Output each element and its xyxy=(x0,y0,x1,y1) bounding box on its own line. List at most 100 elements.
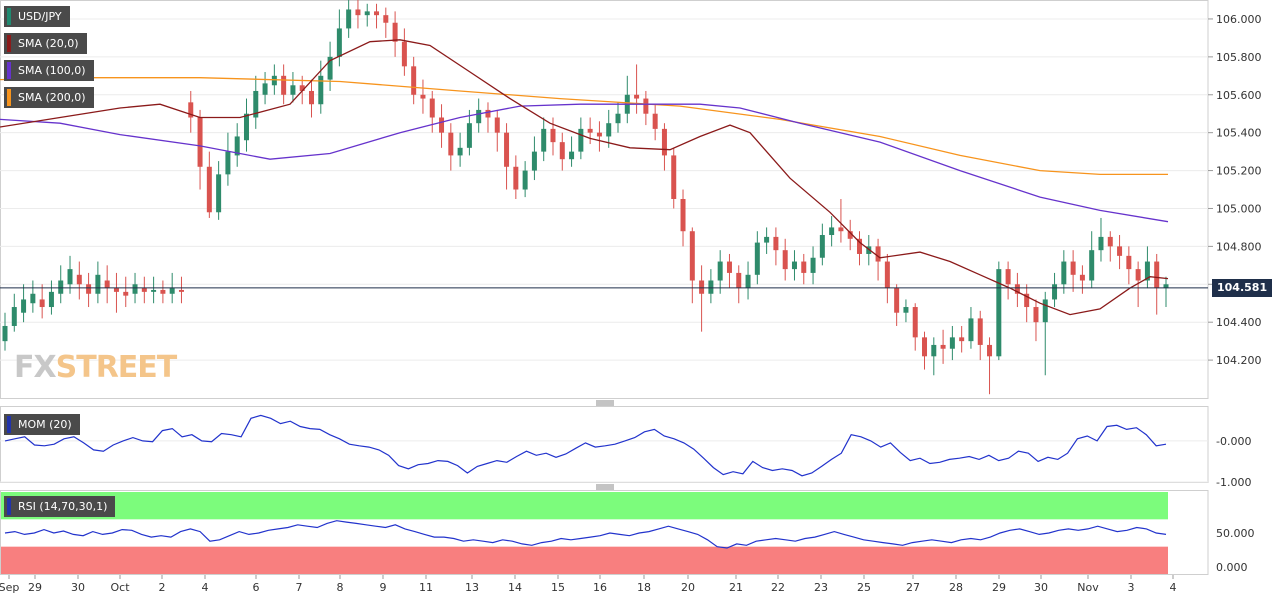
legend-sma200[interactable]: SMA (200,0) xyxy=(4,87,94,108)
candle-body-79 xyxy=(736,272,742,289)
y-tick-label-5: 105.000 xyxy=(1216,202,1262,215)
candle-body-11 xyxy=(104,280,110,289)
candle-body-75 xyxy=(699,280,705,294)
candle-body-65 xyxy=(606,123,612,137)
y-tick-label-9: 104.200 xyxy=(1216,354,1262,367)
candle-body-110 xyxy=(1024,293,1030,308)
candle-body-5 xyxy=(48,291,54,308)
x-tick-label-1: 29 xyxy=(28,581,42,594)
candle-body-98 xyxy=(912,307,918,338)
candle-body-73 xyxy=(680,199,686,232)
candle-body-66 xyxy=(615,113,621,124)
candle-body-115 xyxy=(1070,261,1076,275)
candle-body-30 xyxy=(281,75,287,95)
candle-body-121 xyxy=(1126,255,1132,270)
candle-body-60 xyxy=(559,142,565,160)
candle-body-15 xyxy=(141,288,147,292)
x-tick-label-26: 3 xyxy=(1128,581,1135,594)
candle-body-123 xyxy=(1144,261,1150,281)
candle-body-58 xyxy=(541,128,547,152)
candle-body-120 xyxy=(1117,246,1123,256)
legend-sma100[interactable]: SMA (100,0) xyxy=(4,60,94,81)
legend-sma100-label: SMA (100,0) xyxy=(18,64,86,77)
candle-body-80 xyxy=(745,274,751,289)
candle-body-3 xyxy=(30,293,36,304)
candle-body-50 xyxy=(466,123,472,148)
candle-body-76 xyxy=(708,280,714,294)
rsi-line xyxy=(4,520,1167,549)
legend-sma20[interactable]: SMA (20,0) xyxy=(4,33,87,54)
candle-body-14 xyxy=(132,284,138,294)
candle-body-114 xyxy=(1061,261,1067,285)
candle-body-59 xyxy=(550,128,556,143)
candle-body-8 xyxy=(76,274,82,285)
x-tick-label-21: 27 xyxy=(906,581,920,594)
candle-body-109 xyxy=(1014,284,1020,294)
candle-body-71 xyxy=(661,128,667,156)
candle-body-101 xyxy=(940,344,946,349)
x-tick-label-11: 13 xyxy=(465,581,479,594)
watermark-street: STREET xyxy=(55,350,178,385)
candle-body-119 xyxy=(1107,236,1113,247)
x-tick-label-8: 8 xyxy=(337,581,344,594)
candle-body-102 xyxy=(949,337,955,349)
legend-mom[interactable]: MOM (20) xyxy=(4,414,80,435)
candle-body-48 xyxy=(448,132,454,156)
candle-body-0 xyxy=(2,325,8,342)
candle-body-108 xyxy=(1005,269,1011,285)
legend-symbol[interactable]: USD/JPY xyxy=(4,6,70,27)
candle-body-16 xyxy=(151,289,157,292)
candle-body-122 xyxy=(1135,269,1141,281)
rsi-tick-label-1: 0.000 xyxy=(1216,561,1248,574)
rsi-oversold-zone xyxy=(1,546,1168,574)
candle-body-45 xyxy=(420,94,426,99)
legend-sma20-label: SMA (20,0) xyxy=(18,37,79,50)
rsi-overbought-zone xyxy=(1,492,1168,520)
candle-body-105 xyxy=(977,318,983,345)
y-tick-label-1: 105.800 xyxy=(1216,51,1262,64)
candle-body-117 xyxy=(1089,250,1095,281)
candle-body-78 xyxy=(726,261,732,273)
candle-body-51 xyxy=(476,109,482,124)
x-tick-label-6: 6 xyxy=(253,581,260,594)
legend-sma100-swatch xyxy=(7,62,11,79)
candle-body-62 xyxy=(578,128,584,152)
candle-body-82 xyxy=(764,236,770,243)
candle-body-43 xyxy=(401,41,407,67)
candle-body-57 xyxy=(531,151,537,171)
candle-body-106 xyxy=(987,344,993,357)
candle-body-100 xyxy=(931,344,937,357)
candle-body-39 xyxy=(364,11,370,16)
mom-line xyxy=(4,414,1167,477)
candle-body-37 xyxy=(346,9,352,29)
rsi-tick-label-0: 50.000 xyxy=(1216,527,1255,540)
x-tick-label-25: Nov xyxy=(1077,581,1099,594)
legend-symbol-label: USD/JPY xyxy=(18,10,62,23)
candle-body-56 xyxy=(522,170,528,190)
candle-body-1 xyxy=(11,307,17,326)
candle-body-93 xyxy=(866,246,872,254)
candle-body-25 xyxy=(234,136,240,156)
candle-body-19 xyxy=(178,289,184,292)
candle-body-53 xyxy=(494,117,500,133)
candle-body-54 xyxy=(504,132,510,167)
candle-body-33 xyxy=(309,90,315,105)
candle-body-52 xyxy=(485,109,491,118)
legend-rsi[interactable]: RSI (14,70,30,1) xyxy=(4,496,116,517)
candle-body-23 xyxy=(216,174,222,213)
candle-body-111 xyxy=(1033,307,1039,323)
legend-sma200-label: SMA (200,0) xyxy=(18,91,86,104)
candle-body-2 xyxy=(21,299,27,313)
candle-body-74 xyxy=(689,231,695,281)
candle-body-88 xyxy=(819,235,825,258)
candle-body-44 xyxy=(411,66,417,95)
candle-body-99 xyxy=(922,337,928,357)
candle-body-69 xyxy=(643,98,649,114)
legend-mom-swatch xyxy=(7,416,11,433)
candle-body-26 xyxy=(243,113,249,141)
candle-body-24 xyxy=(225,151,231,175)
candle-body-83 xyxy=(773,236,779,251)
candle-body-103 xyxy=(959,337,965,342)
